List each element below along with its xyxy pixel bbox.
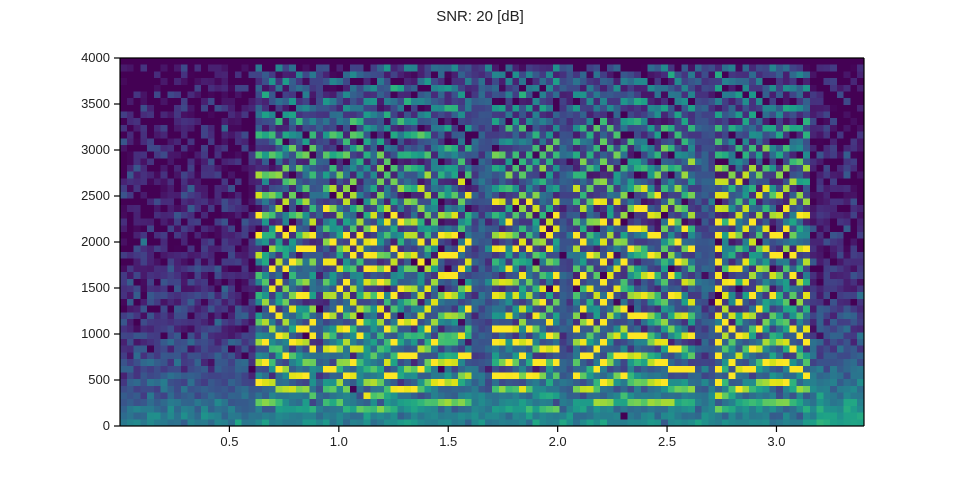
svg-text:2500: 2500 [81, 188, 110, 203]
svg-text:3.0: 3.0 [767, 434, 785, 449]
svg-text:2.0: 2.0 [549, 434, 567, 449]
svg-text:1.0: 1.0 [330, 434, 348, 449]
svg-text:1500: 1500 [81, 280, 110, 295]
svg-text:0: 0 [103, 418, 110, 433]
svg-text:2.5: 2.5 [658, 434, 676, 449]
svg-text:1000: 1000 [81, 326, 110, 341]
svg-text:0.5: 0.5 [220, 434, 238, 449]
svg-text:3500: 3500 [81, 96, 110, 111]
svg-text:4000: 4000 [81, 50, 110, 65]
svg-text:1.5: 1.5 [439, 434, 457, 449]
svg-text:500: 500 [88, 372, 110, 387]
svg-text:2000: 2000 [81, 234, 110, 249]
svg-text:3000: 3000 [81, 142, 110, 157]
